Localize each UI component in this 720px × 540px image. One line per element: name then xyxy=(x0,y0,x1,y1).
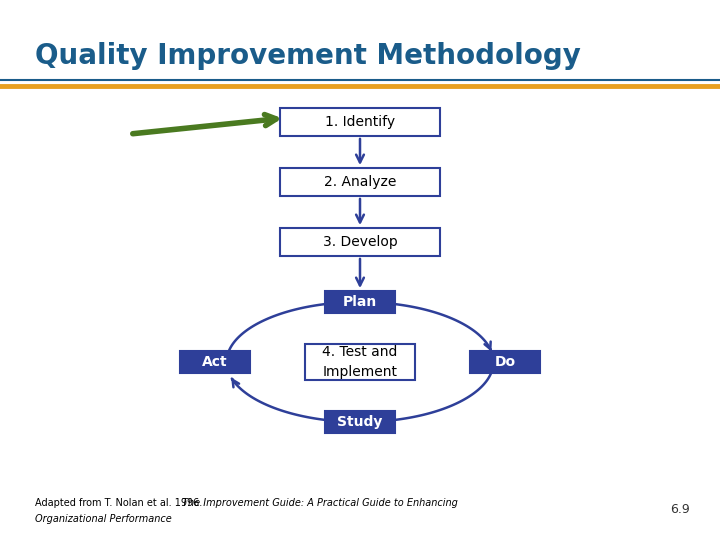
FancyBboxPatch shape xyxy=(305,344,415,380)
Text: 6.9: 6.9 xyxy=(670,503,690,516)
FancyBboxPatch shape xyxy=(470,351,540,373)
Text: Do: Do xyxy=(495,355,516,369)
Text: 2. Analyze: 2. Analyze xyxy=(324,175,396,189)
Text: The Improvement Guide: A Practical Guide to Enhancing: The Improvement Guide: A Practical Guide… xyxy=(182,498,458,508)
Text: 1. Identify: 1. Identify xyxy=(325,115,395,129)
Text: Act: Act xyxy=(202,355,228,369)
Text: Plan: Plan xyxy=(343,295,377,309)
Text: 3. Develop: 3. Develop xyxy=(323,235,397,249)
Text: Study: Study xyxy=(337,415,383,429)
Text: 4. Test and
Implement: 4. Test and Implement xyxy=(323,345,397,379)
FancyBboxPatch shape xyxy=(325,291,395,313)
FancyBboxPatch shape xyxy=(180,351,250,373)
FancyBboxPatch shape xyxy=(280,168,440,196)
Text: Organizational Performance: Organizational Performance xyxy=(35,514,172,524)
Text: Quality Improvement Methodology: Quality Improvement Methodology xyxy=(35,42,581,70)
FancyBboxPatch shape xyxy=(280,108,440,136)
Text: Adapted from T. Nolan et al. 1996.: Adapted from T. Nolan et al. 1996. xyxy=(35,498,205,508)
FancyBboxPatch shape xyxy=(325,411,395,433)
FancyBboxPatch shape xyxy=(280,228,440,256)
